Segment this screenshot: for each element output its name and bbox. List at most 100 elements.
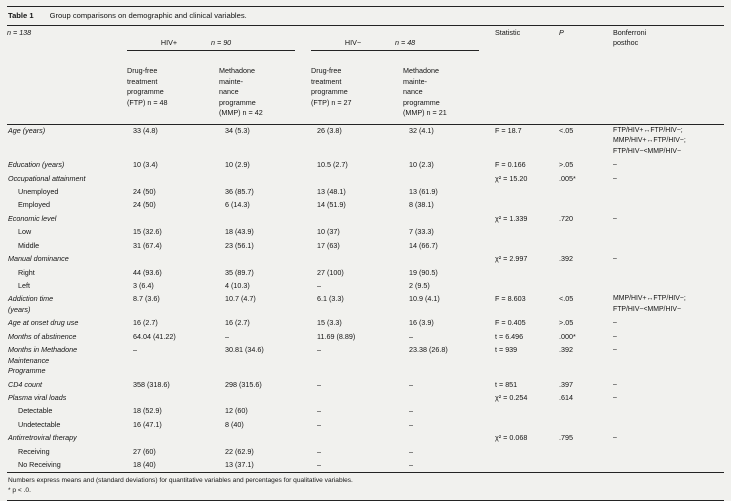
value-mmp-hivneg: 2 (9.5) bbox=[409, 281, 430, 291]
col-header-p: P bbox=[559, 25, 613, 125]
value-ftp-hivpos: 16 (47.1) bbox=[133, 419, 162, 429]
value-ftp-hivpos: 18 (40) bbox=[133, 460, 156, 470]
value-ftp-hivneg bbox=[311, 432, 403, 445]
table-row: Months of abstinence 64.04 (41.22) – 11.69 … bbox=[7, 330, 724, 343]
value-ftp-hivpos: 16 (2.7) bbox=[133, 318, 158, 328]
row-label: Addiction time (years) bbox=[8, 294, 54, 314]
table-number: Table 1 bbox=[8, 11, 34, 20]
statistic-cell: t = 6.496 bbox=[495, 331, 524, 341]
value-ftp-hivpos: 15 (32.6) bbox=[133, 227, 162, 237]
col-header-ftp-hivpos: Drug-free treatment programme (FTP) n = … bbox=[127, 63, 219, 125]
statistic-cell bbox=[495, 418, 559, 431]
value-ftp-hivpos: 31 (67.4) bbox=[133, 240, 162, 250]
p-value-cell bbox=[559, 266, 613, 279]
value-ftp-hivpos bbox=[127, 253, 219, 266]
header-row-groups: n = 138 HIV+ n = 90 HIV− n = 48 Statisti… bbox=[7, 25, 724, 125]
statistic-cell bbox=[495, 266, 559, 279]
row-label: Age at onset drug use bbox=[8, 318, 79, 328]
p-value-cell bbox=[559, 199, 613, 212]
p-value-cell: .720 bbox=[559, 213, 573, 223]
value-mmp-hivpos: 35 (89.7) bbox=[225, 267, 254, 277]
posthoc-cell bbox=[613, 266, 724, 279]
value-ftp-hivneg: 6.1 (3.3) bbox=[317, 294, 344, 304]
table-row: Unemployed 24 (50) 36 (85.7) 13 (48.1) 13 (6… bbox=[7, 185, 724, 198]
value-ftp-hivpos: 8.7 (3.6) bbox=[133, 294, 160, 304]
col-header-statistic: Statistic bbox=[495, 25, 559, 125]
table-row: Antirretroviral therapy χ² = 0.068 .795 – bbox=[7, 432, 724, 445]
p-value-cell bbox=[559, 459, 613, 473]
row-label: Detectable bbox=[18, 406, 53, 416]
p-value-cell: .397 bbox=[559, 379, 573, 389]
p-value-cell bbox=[559, 280, 613, 293]
group-label-hiv-negative: HIV− bbox=[344, 37, 362, 47]
value-mmp-hivneg: – bbox=[409, 446, 413, 456]
statistic-cell bbox=[495, 185, 559, 198]
group-n-hiv-negative: n = 48 bbox=[395, 37, 416, 47]
p-value-cell: .392 bbox=[559, 254, 573, 264]
row-label: Economic level bbox=[8, 213, 57, 223]
table-caption-text: Group comparisons on demographic and cli… bbox=[49, 11, 247, 20]
footnote-general: Numbers express means and (standard devi… bbox=[8, 477, 353, 485]
value-mmp-hivpos: 16 (2.7) bbox=[225, 318, 250, 328]
table-row: Plasma viral loads χ² = 0.254 .614 – bbox=[7, 391, 724, 404]
value-ftp-hivneg: – bbox=[317, 419, 321, 429]
row-label: Low bbox=[18, 227, 32, 237]
bottom-rule bbox=[7, 499, 724, 501]
value-mmp-hivpos: 18 (43.9) bbox=[225, 227, 254, 237]
statistic-cell: F = 8.603 bbox=[495, 294, 526, 304]
posthoc-cell: – bbox=[613, 346, 617, 354]
posthoc-cell bbox=[613, 185, 724, 198]
statistic-cell: χ² = 0.068 bbox=[495, 433, 528, 443]
value-ftp-hivpos bbox=[127, 432, 219, 445]
value-ftp-hivneg: 10.5 (2.7) bbox=[317, 160, 348, 170]
value-mmp-hivpos: 22 (62.9) bbox=[225, 446, 254, 456]
top-rule bbox=[7, 6, 724, 7]
value-mmp-hivneg: – bbox=[409, 419, 413, 429]
posthoc-cell: – bbox=[613, 174, 617, 182]
table-row: Education (years) 10 (3.4) 10 (2.9) 10.5 (2… bbox=[7, 159, 724, 172]
value-mmp-hivneg: 10 (2.3) bbox=[409, 160, 434, 170]
value-mmp-hivneg: – bbox=[409, 406, 413, 416]
statistic-cell bbox=[495, 239, 559, 252]
value-mmp-hivpos: 36 (85.7) bbox=[225, 186, 254, 196]
value-ftp-hivneg bbox=[311, 212, 403, 225]
p-value-cell bbox=[559, 445, 613, 458]
posthoc-cell: – bbox=[613, 255, 617, 263]
table-caption: Table 1 Group comparisons on demographic… bbox=[7, 7, 724, 25]
table-row: Middle 31 (67.4) 23 (56.1) 17 (63) 14 (66.7) bbox=[7, 239, 724, 252]
value-ftp-hivpos: 27 (60) bbox=[133, 446, 156, 456]
value-mmp-hivneg: 14 (66.7) bbox=[409, 240, 438, 250]
table-row: Age (years) 33 (4.8) 34 (5.3) 26 (3.8) 32 (4… bbox=[7, 124, 724, 159]
row-label: Education (years) bbox=[8, 160, 65, 170]
statistic-cell bbox=[495, 280, 559, 293]
statistic-cell: F = 18.7 bbox=[495, 126, 522, 135]
p-value-cell: .005* bbox=[559, 173, 576, 183]
statistic-cell: χ² = 2.997 bbox=[495, 254, 528, 264]
table-row: Addiction time (years) 8.7 (3.6) 10.7 (4.7… bbox=[7, 293, 724, 317]
value-ftp-hivneg: 13 (48.1) bbox=[317, 186, 346, 196]
value-mmp-hivneg: 8 (38.1) bbox=[409, 200, 434, 210]
p-value-cell bbox=[559, 226, 613, 239]
posthoc-cell bbox=[613, 445, 724, 458]
value-mmp-hivpos: 298 (315.6) bbox=[225, 379, 262, 389]
row-label: Antirretroviral therapy bbox=[8, 433, 77, 443]
value-mmp-hivpos: 30.81 (34.6) bbox=[225, 345, 264, 355]
value-mmp-hivpos bbox=[219, 432, 311, 445]
value-mmp-hivneg bbox=[403, 391, 495, 404]
table-row: Manual dominance χ² = 2.997 .392 – bbox=[7, 253, 724, 266]
value-ftp-hivpos bbox=[127, 172, 219, 185]
group-underline-hiv-negative: HIV− n = 48 bbox=[311, 37, 479, 52]
table-row: Right 44 (93.6) 35 (89.7) 27 (100) 19 (90.5) bbox=[7, 266, 724, 279]
header-row-subgroups: Drug-free treatment programme (FTP) n = … bbox=[7, 63, 724, 125]
table-row: Employed 24 (50) 6 (14.3) 14 (51.9) 8 (38.1) bbox=[7, 199, 724, 212]
p-value-cell bbox=[559, 239, 613, 252]
row-label: Manual dominance bbox=[8, 254, 69, 264]
p-value-cell: .392 bbox=[559, 345, 573, 355]
row-label: Plasma viral loads bbox=[8, 392, 67, 402]
value-ftp-hivneg: – bbox=[317, 406, 321, 416]
statistic-cell bbox=[495, 226, 559, 239]
group-underline-hiv-positive: HIV+ n = 90 bbox=[127, 38, 295, 52]
row-label: Age (years) bbox=[8, 126, 46, 135]
table-row: CD4 count 358 (318.6) 298 (315.6) – – t = 851… bbox=[7, 378, 724, 391]
